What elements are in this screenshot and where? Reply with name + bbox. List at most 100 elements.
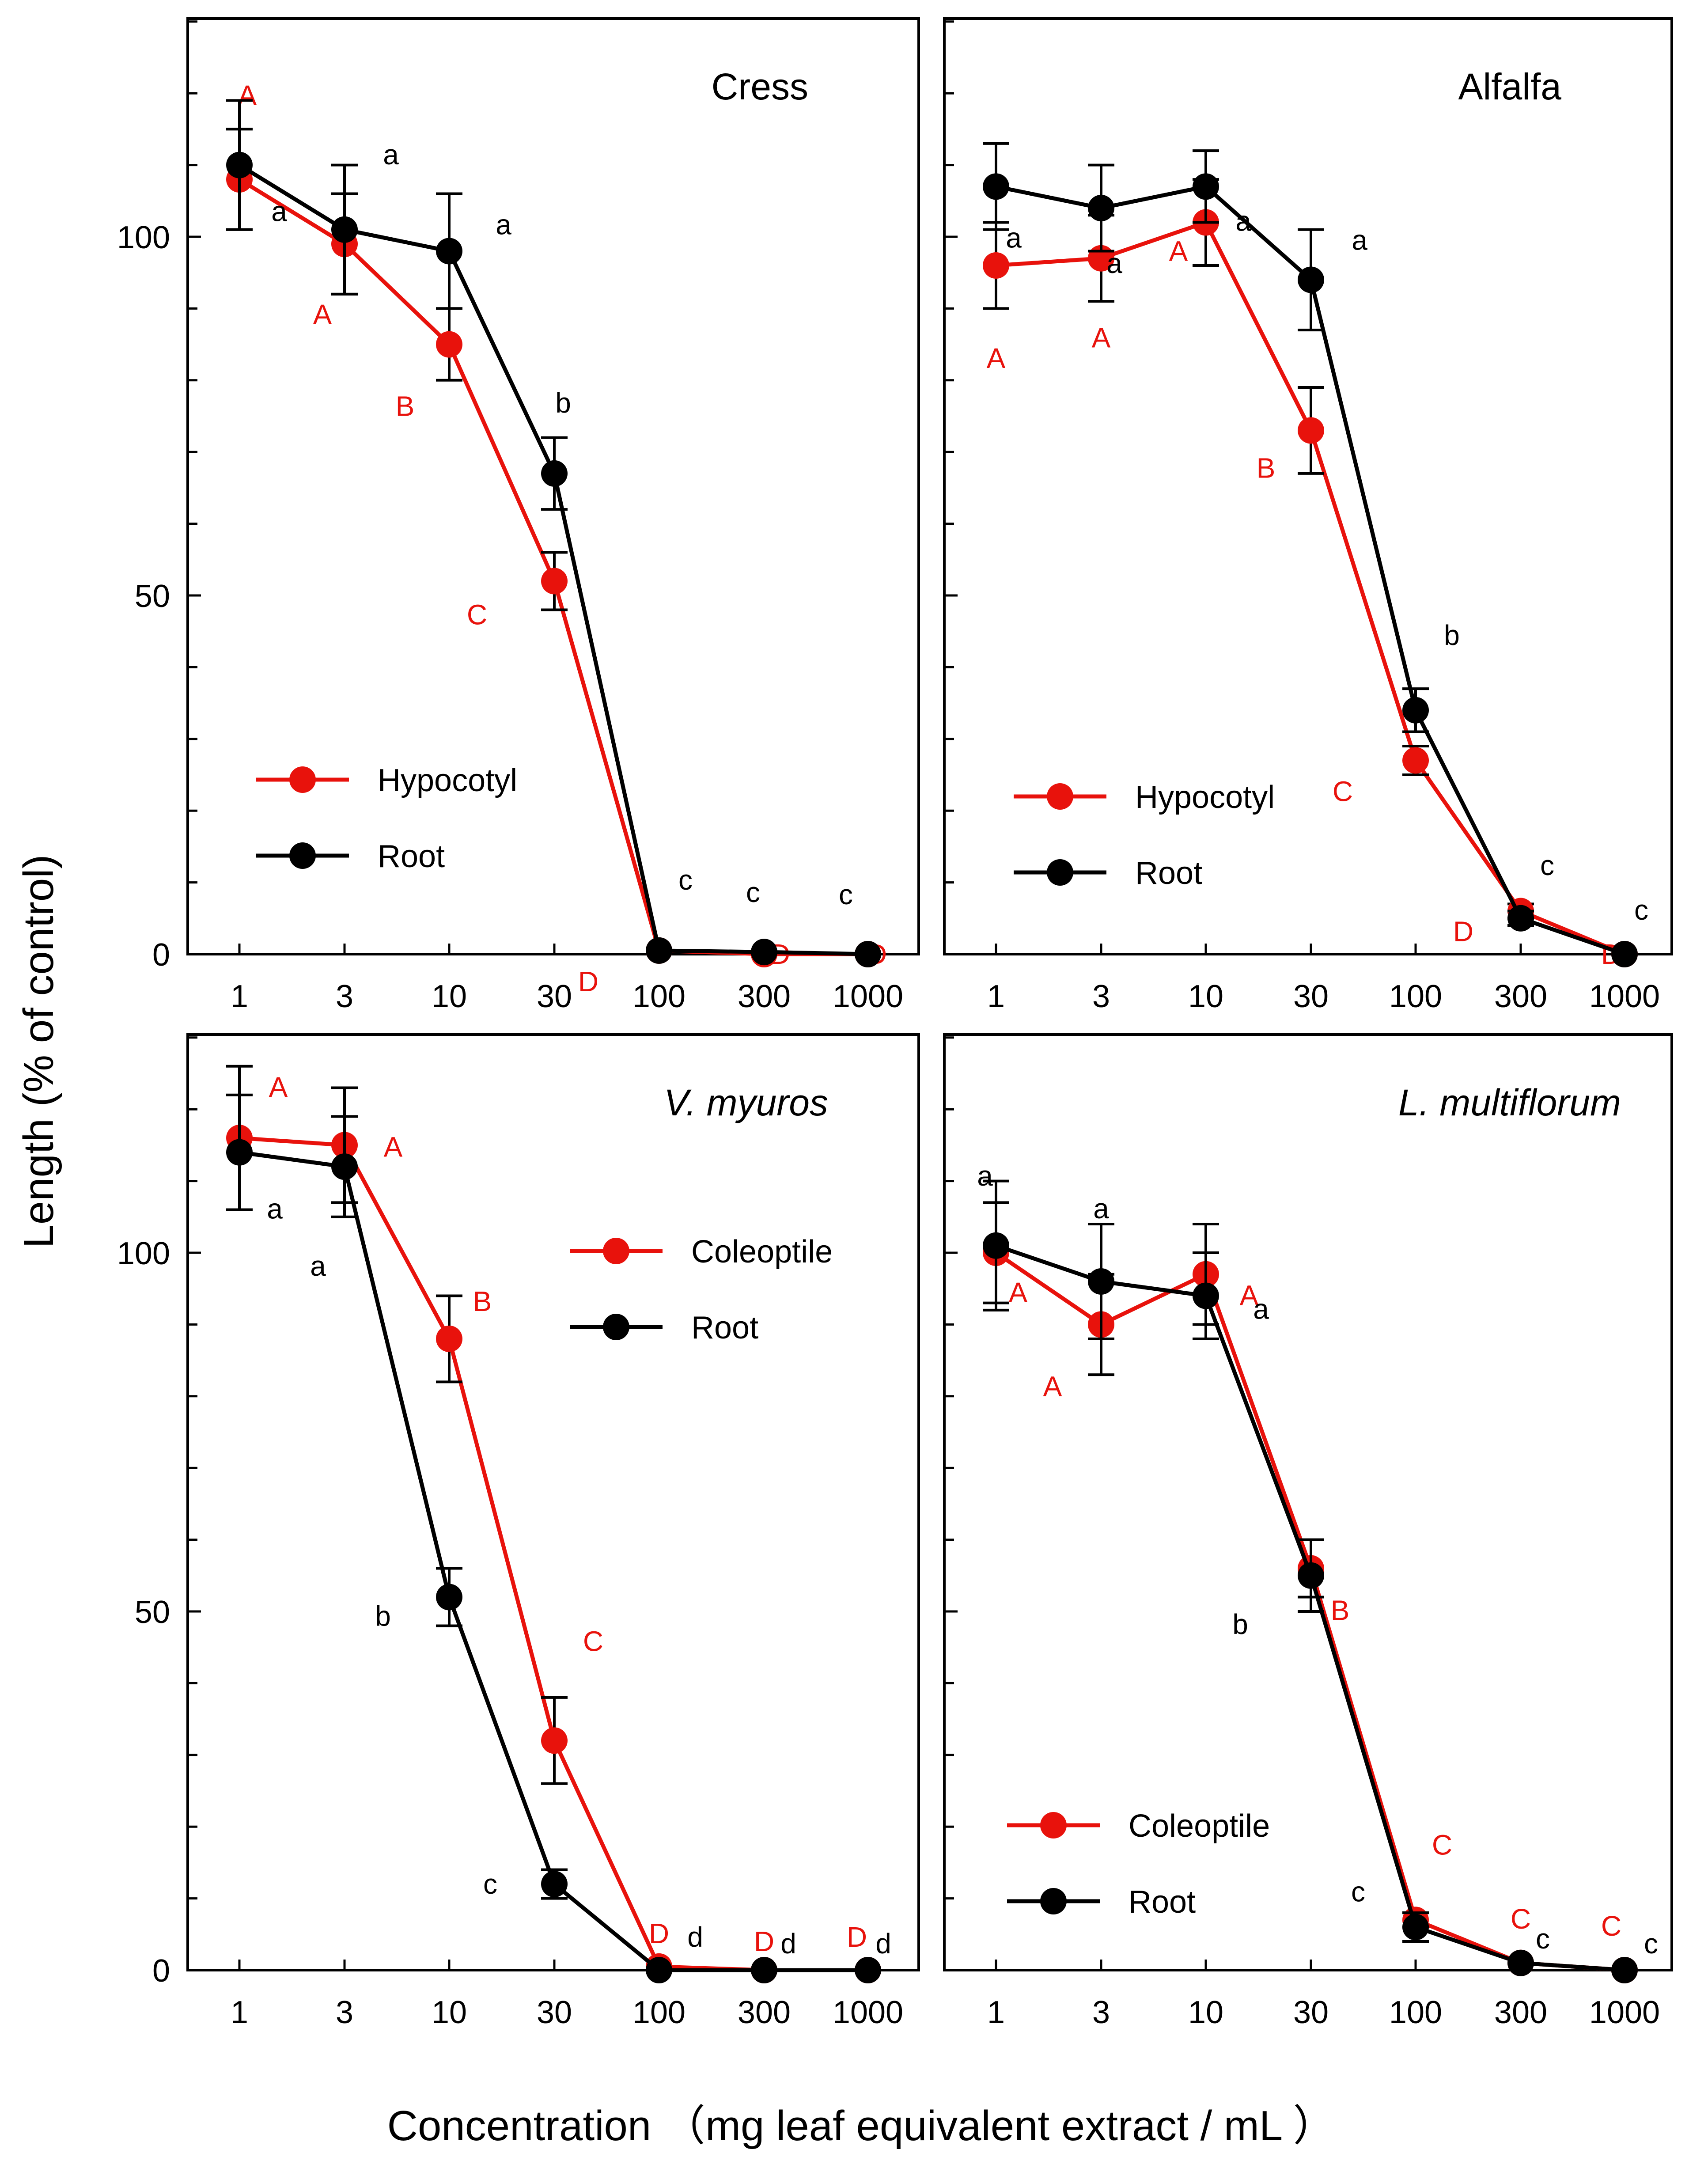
legend-swatch-marker	[289, 842, 316, 869]
y-tick-label: 0	[152, 937, 170, 973]
x-axis-title: Concentration （mg leaf equivalent extrac…	[387, 2102, 1336, 2149]
x-tick-label: 1	[231, 1995, 248, 2030]
significance-letter: A	[987, 342, 1006, 374]
legend-label: Hypocotyl	[1135, 780, 1275, 815]
significance-letter: A	[269, 1071, 288, 1103]
significance-letter: b	[1232, 1608, 1248, 1640]
plot-frame	[943, 1033, 1673, 1971]
panel-title: V. myuros	[664, 1082, 828, 1123]
x-tick-label: 1	[231, 979, 248, 1014]
y-tick-label: 50	[135, 579, 170, 614]
significance-letter: C	[1601, 1910, 1621, 1942]
panel-title: L. multiflorum	[1398, 1082, 1621, 1123]
significance-letter: a	[383, 139, 399, 171]
significance-letter: A	[384, 1131, 403, 1163]
chart-panels: 0501001310301003001000CressAABCDDDaaabcc…	[117, 17, 1673, 2030]
data-point	[331, 1153, 358, 1180]
data-point	[1402, 697, 1429, 724]
data-point	[1298, 266, 1324, 293]
significance-letter: a	[310, 1250, 326, 1282]
legend-swatch-marker	[1047, 859, 1073, 886]
significance-letter: d	[875, 1928, 891, 1960]
x-tick-label: 30	[537, 1995, 572, 2030]
significance-letter: A	[1009, 1277, 1028, 1308]
x-tick-label: 300	[738, 1995, 791, 2030]
legend: Hypocotyl Root	[256, 763, 517, 874]
data-point	[983, 252, 1009, 279]
legend-swatch-marker	[603, 1238, 629, 1264]
data-point	[436, 1325, 462, 1352]
legend-swatch-marker	[1040, 1812, 1067, 1838]
significance-letter: c	[746, 876, 760, 908]
data-point	[1402, 1914, 1429, 1941]
y-tick-label: 50	[135, 1595, 170, 1630]
significance-letter: D	[754, 1926, 774, 1957]
x-tick-label: 3	[336, 979, 353, 1014]
data-point	[541, 1727, 568, 1754]
significance-letter: D	[1453, 916, 1473, 948]
x-tick-label: 300	[1494, 979, 1547, 1014]
x-tick-label: 10	[432, 1995, 467, 2030]
significance-letter: C	[583, 1625, 603, 1657]
series-root: aa b c d d d	[226, 1093, 891, 1983]
significance-letter: c	[839, 879, 853, 910]
x-tick-label: 1000	[833, 1995, 903, 2030]
data-point	[646, 937, 672, 964]
legend-label: Root	[1129, 1884, 1196, 1920]
x-tick-label: 3	[1092, 979, 1110, 1014]
significance-letter: D	[847, 1921, 867, 1953]
x-tick-label: 1000	[833, 979, 903, 1014]
legend-label: Hypocotyl	[378, 763, 517, 798]
x-tick-label: 10	[432, 979, 467, 1014]
y-tick-label: 100	[117, 220, 170, 255]
significance-letter: a	[1093, 1193, 1109, 1224]
x-tick-label: 300	[738, 979, 791, 1014]
legend-label: Root	[1135, 856, 1202, 891]
significance-letter: A	[1092, 322, 1111, 354]
legend: Hypocotyl Root	[1014, 780, 1275, 891]
data-point	[1611, 941, 1638, 967]
x-tick-label: 1000	[1589, 1995, 1660, 2030]
significance-letter: A	[238, 80, 257, 111]
legend-label: Coleoptile	[1129, 1808, 1270, 1844]
data-point	[855, 941, 881, 967]
significance-letter: A	[1043, 1370, 1062, 1402]
data-point	[436, 1584, 462, 1611]
series-root: a a a a b c c	[983, 142, 1648, 967]
x-tick-label: 100	[1389, 1995, 1442, 2030]
significance-letter: a	[977, 1160, 993, 1192]
panel-title: Cress	[712, 66, 808, 107]
data-point	[226, 1139, 253, 1166]
x-tick-label: 100	[632, 1995, 685, 2030]
x-tick-label: 10	[1188, 1995, 1223, 2030]
significance-letter: a	[267, 1193, 283, 1225]
legend-label: Coleoptile	[691, 1234, 833, 1270]
significance-letter: C	[1511, 1903, 1531, 1935]
legend-label: Root	[691, 1310, 758, 1346]
y-axis-title: Length (% of control)	[15, 854, 62, 1248]
data-point	[1088, 195, 1114, 222]
data-point	[226, 152, 253, 178]
significance-letter: A	[313, 299, 332, 330]
x-tick-label: 1	[987, 979, 1005, 1014]
data-point	[1193, 1282, 1219, 1309]
legend-swatch-marker	[603, 1314, 629, 1340]
data-point	[1298, 1562, 1324, 1589]
y-tick-label: 100	[117, 1236, 170, 1271]
significance-letter: c	[1634, 894, 1648, 926]
significance-letter: c	[1540, 849, 1554, 881]
significance-letter: C	[1333, 776, 1353, 807]
legend: Coleoptile Root	[1007, 1808, 1270, 1920]
significance-letter: B	[1257, 452, 1276, 484]
series-root: a a a b c c c	[977, 1160, 1658, 1983]
data-point	[541, 568, 568, 595]
significance-letter: a	[496, 208, 511, 240]
significance-letter: D	[578, 966, 598, 997]
x-tick-label: 3	[1092, 1995, 1110, 2030]
legend-swatch-marker	[1047, 783, 1073, 810]
data-point	[646, 1957, 672, 1983]
legend: Coleoptile Root	[570, 1234, 833, 1346]
chart-panel-1: 0501001310301003001000CressAABCDDDaaabcc…	[117, 17, 920, 1014]
